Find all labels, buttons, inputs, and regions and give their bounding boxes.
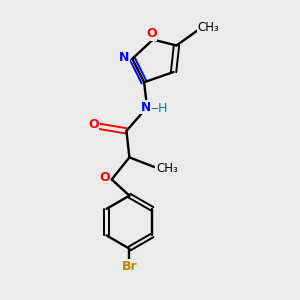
Text: O: O [99, 171, 110, 184]
Text: ‒H: ‒H [151, 102, 168, 115]
Text: N: N [140, 101, 151, 114]
Text: N: N [119, 51, 129, 64]
Text: CH₃: CH₃ [156, 162, 178, 175]
Text: CH₃: CH₃ [197, 21, 219, 34]
Text: O: O [88, 118, 99, 130]
Text: O: O [146, 27, 157, 40]
Text: Br: Br [122, 260, 137, 273]
